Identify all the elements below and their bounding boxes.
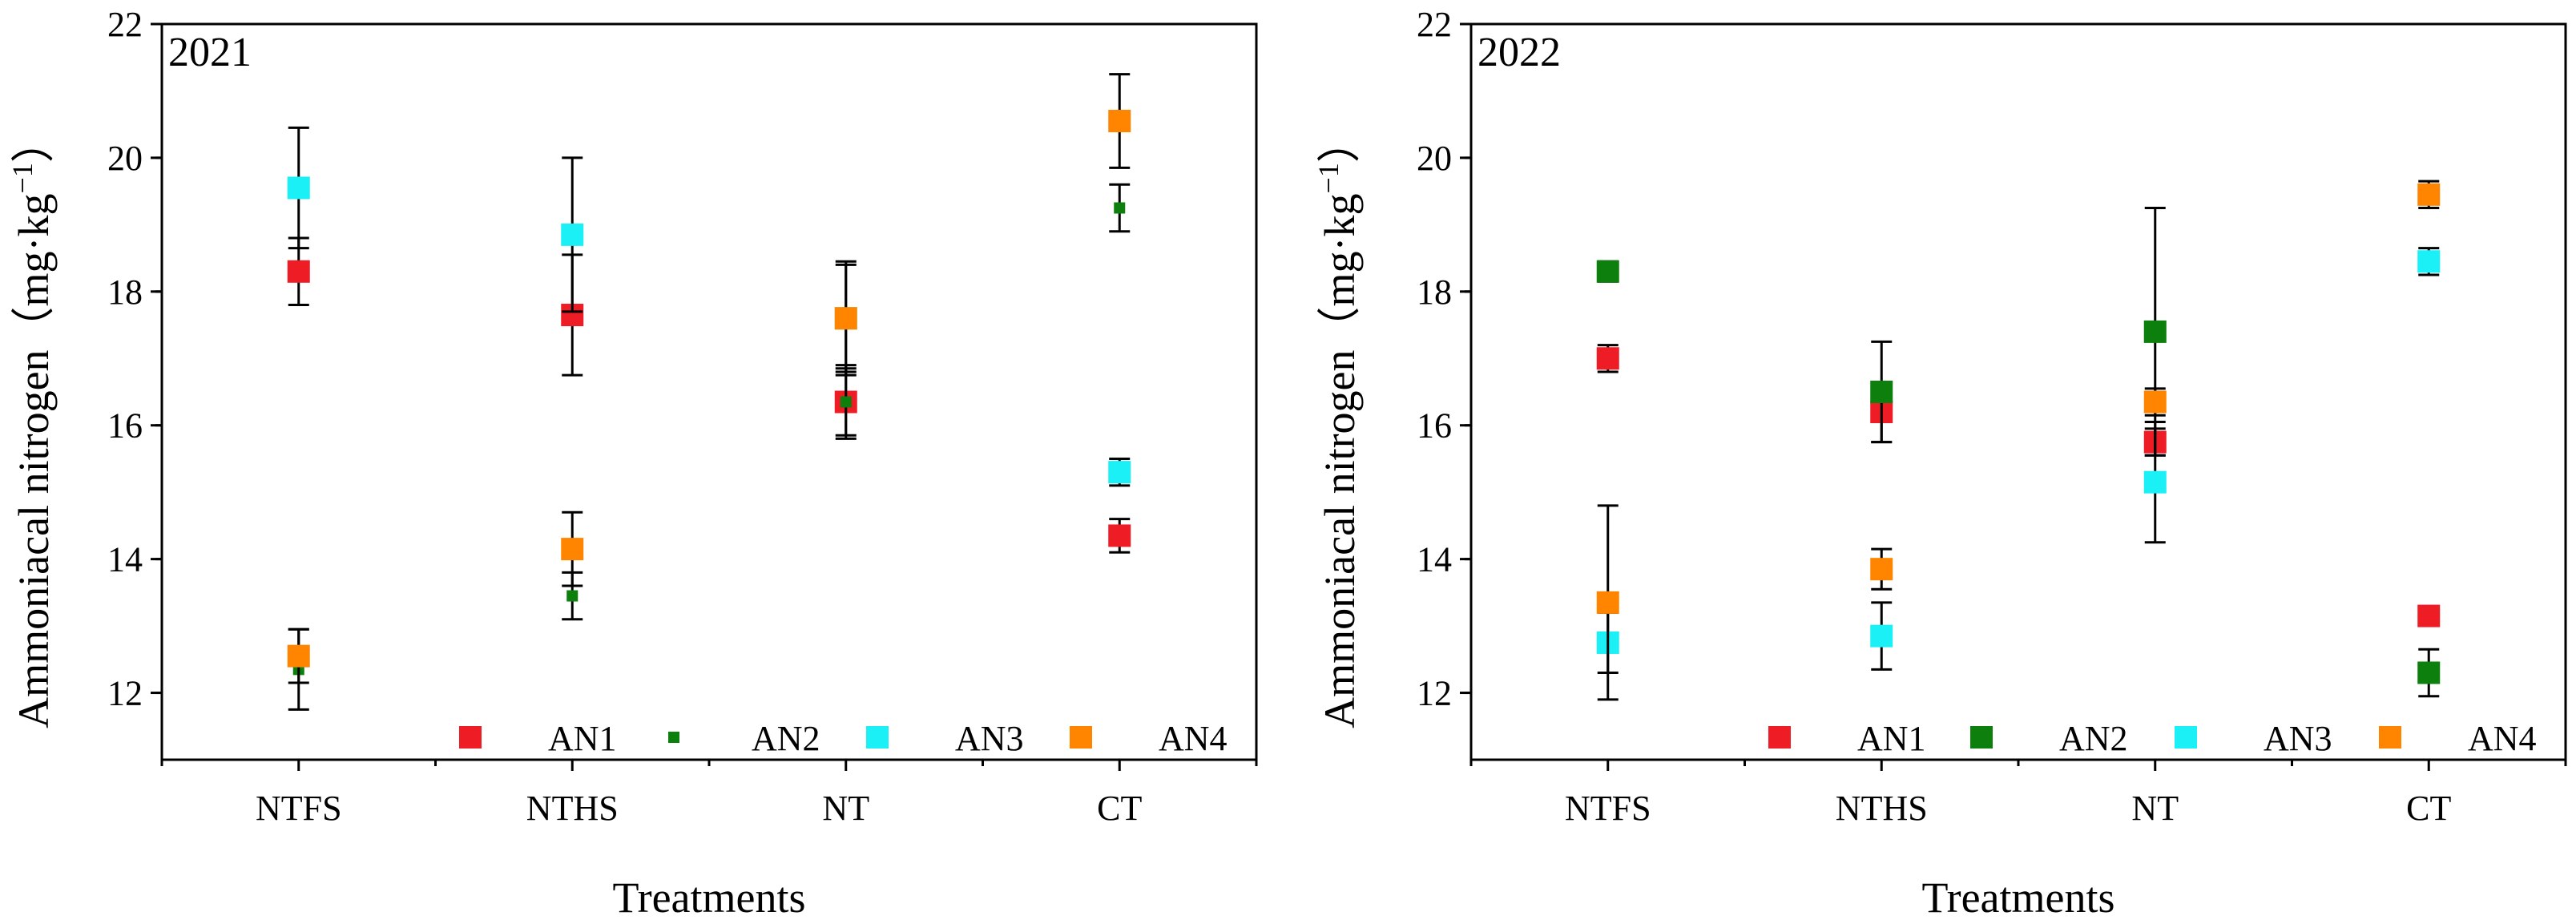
y-axis-title-unit-sup: −1 <box>1312 163 1344 193</box>
data-point-AN4 <box>834 307 857 330</box>
data-point-AN2 <box>1870 381 1893 403</box>
data-point-AN4 <box>561 538 584 561</box>
legend-label-AN4: AN4 <box>2468 719 2537 758</box>
data-point-AN1 <box>1108 524 1131 547</box>
y-axis-title-text: Ammoniacal nitrogen（mg·kg <box>10 193 58 728</box>
y-axis-title-text: Ammoniacal nitrogen（mg·kg <box>1316 193 1364 728</box>
y-axis-title-close: ） <box>10 119 58 163</box>
data-point-AN3 <box>2143 470 2167 494</box>
y-axis-title: Ammoniacal nitrogen（mg·kg−1） <box>1312 119 1364 728</box>
panel-title: 2021 <box>168 30 252 75</box>
legend-label-AN2: AN2 <box>2059 719 2128 758</box>
x-tick-label: NTFS <box>256 789 342 828</box>
data-point-AN3 <box>287 176 310 200</box>
data-point-AN4 <box>2417 183 2441 206</box>
data-point-AN4 <box>287 644 310 668</box>
legend-label-AN1: AN1 <box>1857 719 1926 758</box>
data-point-AN4 <box>2143 390 2167 414</box>
y-tick-label: 16 <box>107 406 143 446</box>
data-point-AN4 <box>1870 558 1893 581</box>
y-axis-title-unit-sup: −1 <box>6 163 38 193</box>
data-point-AN3 <box>561 223 584 246</box>
legend-label-AN3: AN3 <box>2264 719 2332 758</box>
legend-label-AN2: AN2 <box>752 719 820 758</box>
plot-frame <box>160 22 1258 761</box>
y-tick-label: 18 <box>1417 272 1452 312</box>
x-axis-title: Treatments <box>613 874 806 920</box>
data-point-AN2 <box>1114 202 1126 214</box>
y-tick-label: 22 <box>1417 5 1452 44</box>
x-tick-label: CT <box>2406 789 2451 828</box>
legend-marker-AN3 <box>866 726 889 749</box>
y-tick-label: 16 <box>1417 406 1452 446</box>
x-tick-label: NT <box>2131 789 2179 828</box>
legend-marker-AN3 <box>2175 726 2197 749</box>
x-tick-label: NTHS <box>526 789 619 828</box>
x-axis-title: Treatments <box>1922 874 2115 920</box>
data-point-AN2 <box>1596 260 1619 283</box>
legend-marker-AN4 <box>2379 726 2401 749</box>
chart-panel-2021: 12 14 16 18 20 22 NTFS NTHS NT CT 2021 Treatments Am… <box>6 5 1258 920</box>
legend-marker-AN2 <box>668 732 679 743</box>
data-point-AN1 <box>287 260 310 283</box>
data-point-AN1 <box>2417 604 2441 627</box>
data-point-AN3 <box>1108 461 1131 484</box>
data-point-AN4 <box>1108 110 1131 133</box>
y-tick-label: 12 <box>107 674 143 713</box>
legend-label-AN3: AN3 <box>955 719 1024 758</box>
y-tick-label: 20 <box>107 139 143 178</box>
data-point-AN1 <box>1596 347 1619 370</box>
legend-marker-AN1 <box>1768 726 1791 749</box>
x-tick-label: NTFS <box>1565 789 1651 828</box>
y-tick-label: 14 <box>1417 540 1452 579</box>
x-tick-label: NTHS <box>1836 789 1928 828</box>
data-point-AN3 <box>2417 250 2441 273</box>
x-tick-label: NT <box>822 789 869 828</box>
legend-marker-AN4 <box>1070 726 1092 749</box>
data-point-AN2 <box>840 396 852 408</box>
legend-label-AN4: AN4 <box>1159 719 1228 758</box>
y-tick-label: 20 <box>1417 139 1452 178</box>
y-tick-label: 22 <box>107 5 143 44</box>
legend-marker-AN1 <box>459 726 482 749</box>
y-axis-title-close: ） <box>1316 119 1364 163</box>
y-tick-label: 12 <box>1417 674 1452 713</box>
plot-frame <box>1469 22 2567 761</box>
data-point-AN4 <box>1596 591 1619 614</box>
y-axis-title: Ammoniacal nitrogen（mg·kg−1） <box>6 119 58 728</box>
y-tick-label: 14 <box>107 540 143 579</box>
legend-label-AN1: AN1 <box>548 719 617 758</box>
data-point-AN3 <box>1870 624 1893 648</box>
legend-marker-AN2 <box>1970 726 1993 749</box>
data-point-AN2 <box>2417 661 2441 684</box>
y-tick-label: 18 <box>107 272 143 312</box>
panel-title: 2022 <box>1477 30 1561 75</box>
data-point-AN2 <box>566 590 578 602</box>
data-point-AN2 <box>2143 320 2167 343</box>
x-tick-label: CT <box>1097 789 1142 828</box>
